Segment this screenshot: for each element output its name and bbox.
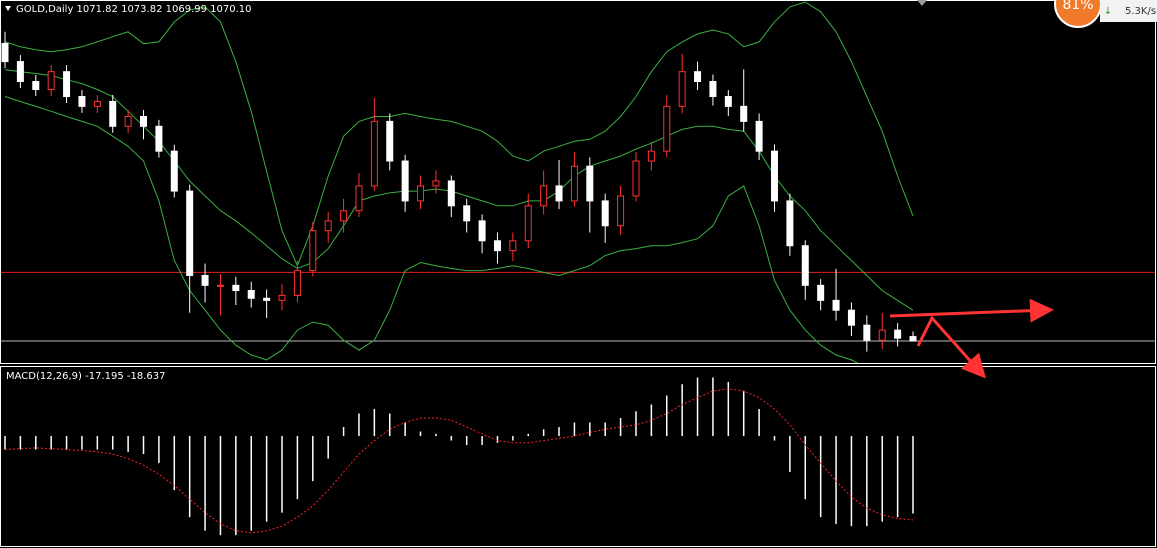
bollinger-lower [4, 96, 859, 363]
candle-body [109, 100, 117, 127]
candle-body [140, 115, 148, 127]
candle-body [16, 61, 24, 83]
annotation-arrow [889, 298, 1054, 323]
candle-body [632, 160, 640, 197]
macd-signal [4, 388, 914, 534]
candle-body [463, 205, 471, 222]
price-plot [1, 1, 1155, 363]
candle-body [663, 105, 671, 152]
candle-body [355, 185, 363, 212]
candle-body [432, 180, 440, 187]
candle-body [493, 240, 501, 252]
candle-body [32, 81, 40, 91]
candle-body [540, 185, 548, 207]
candle-body [293, 270, 301, 296]
candle-body [709, 81, 717, 98]
candle-body [478, 220, 486, 242]
candle-body [770, 150, 778, 202]
candle-body [309, 230, 317, 272]
candle-body [386, 120, 394, 162]
candle-body [801, 245, 809, 286]
candle-body [740, 105, 748, 122]
candle-body [170, 150, 178, 192]
candle-body [755, 120, 763, 152]
speed-arrow: ↓ [1104, 6, 1112, 17]
bollinger-upper [4, 1, 914, 268]
candle-body [724, 96, 732, 107]
annotation-arrow [916, 315, 986, 379]
candle-body [216, 284, 224, 287]
candle-body [786, 200, 794, 247]
speed-box [1100, 0, 1157, 22]
candle-body [340, 210, 348, 222]
macd-plot [4, 377, 914, 536]
candle-body [278, 294, 286, 301]
candle-body [370, 120, 378, 187]
candle-body [601, 200, 609, 227]
candle-body [47, 71, 55, 91]
candle-body [678, 71, 686, 107]
candle-body [78, 96, 86, 107]
candle-body [847, 309, 855, 326]
candle-body [63, 71, 71, 98]
status-speed: 5.3K/s [1125, 6, 1156, 17]
candle-body [586, 165, 594, 202]
candle-body [1, 42, 9, 63]
candle-body [93, 100, 101, 107]
candle-body [186, 190, 194, 276]
candle-body [817, 284, 825, 301]
candle-body [324, 220, 332, 232]
candle-body [524, 205, 532, 242]
candle-body [555, 185, 563, 202]
candle-body [909, 336, 917, 342]
candle-body [694, 71, 702, 83]
shift-marker [917, 0, 927, 6]
candle-body [417, 185, 425, 202]
candle-body [447, 180, 455, 207]
candle-body [247, 290, 255, 299]
macd-panel [0, 366, 1156, 547]
status-percent: 81% [1062, 0, 1093, 13]
candle-body [509, 240, 517, 252]
menu-triangle[interactable] [5, 6, 11, 11]
candle-body [263, 297, 271, 301]
candle-body [878, 329, 886, 341]
candle-body [124, 115, 132, 127]
candle-body [232, 284, 240, 292]
price-panel [0, 0, 1156, 364]
candle-body [832, 299, 840, 311]
candle-body [617, 195, 625, 227]
candle-body [647, 150, 655, 162]
candle-body [570, 165, 578, 202]
indicator-title: MACD(12,26,9) -17.195 -18.637 [6, 371, 166, 382]
candle-body [155, 125, 163, 152]
candle-body [894, 329, 902, 339]
candle-body [863, 324, 871, 341]
chart-title: GOLD,Daily 1071.82 1073.82 1069.99 1070.… [16, 4, 252, 15]
candle-body [201, 274, 209, 286]
candle-body [401, 160, 409, 202]
